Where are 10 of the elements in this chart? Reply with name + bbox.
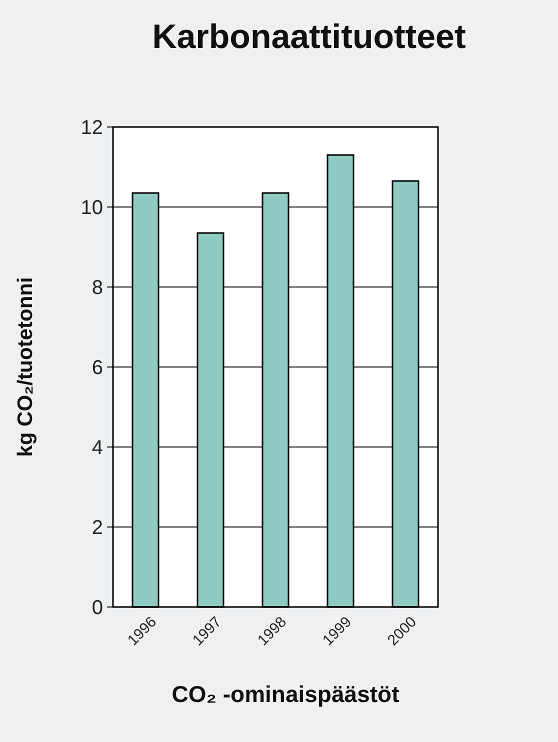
chart-title: Karbonaattituotteet (152, 18, 466, 56)
x-axis-title: CO₂ -ominaispäästöt (172, 681, 400, 707)
y-tick-label: 12 (80, 117, 103, 139)
y-tick-label: 10 (80, 197, 103, 219)
y-tick-label: 2 (92, 517, 103, 539)
y-tick-label: 4 (92, 437, 103, 459)
y-tick-label: 0 (92, 597, 103, 619)
y-tick-label: 8 (92, 277, 103, 299)
y-axis-title: kg CO₂/tuotetonni (14, 277, 37, 457)
y-tick-label: 6 (92, 357, 103, 379)
